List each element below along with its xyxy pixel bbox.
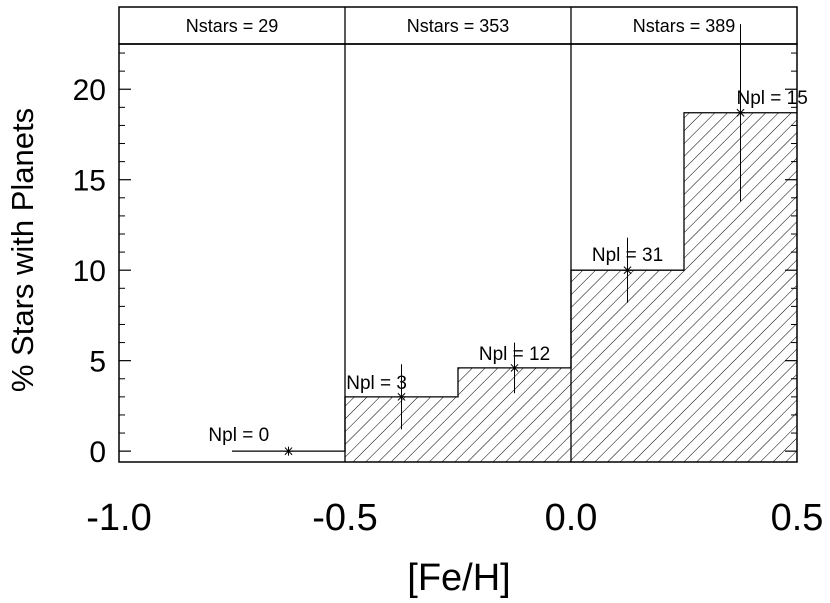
panel-header-label-0: Nstars = 29	[186, 16, 279, 36]
x-tick-label-3: 0.5	[771, 497, 824, 539]
bar-label-4: Npl = 15	[736, 88, 807, 109]
y-tick-label-3: 15	[73, 165, 106, 198]
data-point-3	[623, 265, 632, 275]
histogram-bins	[232, 112, 797, 462]
error-bar-1	[397, 364, 406, 430]
header-border	[118, 6, 798, 45]
panel-header-label-1: Nstars = 353	[407, 16, 510, 36]
x-axis-label: [Fe/H]	[407, 557, 510, 599]
axis-ticks: 0 5 10 15 20 -1.0 -0.5 0.0 0.5	[73, 52, 824, 539]
error-bar-2	[510, 342, 519, 394]
bar-label-3: Npl = 31	[592, 245, 663, 266]
error-bar-4	[736, 24, 745, 202]
error-bar-0	[284, 446, 293, 456]
data-point-0	[284, 446, 293, 456]
error-bars	[284, 24, 745, 456]
panel-header: Nstars = 29 Nstars = 353 Nstars = 389	[186, 16, 736, 36]
y-tick-label-2: 10	[73, 255, 106, 288]
bar-label-0: Npl = 0	[208, 425, 269, 446]
data-point-2	[510, 363, 519, 373]
x-tick-label-1: -0.5	[312, 497, 377, 539]
bar-label-2: Npl = 12	[479, 344, 550, 365]
bar-labels: Npl = 0 Npl = 3 Npl = 12 Npl = 31 Npl = 15	[208, 88, 807, 446]
error-bar-3	[623, 237, 632, 303]
y-axis-label: % Stars with Planets	[5, 108, 40, 392]
panel-header-label-2: Nstars = 389	[633, 16, 736, 36]
data-point-4	[736, 108, 745, 118]
x-tick-label-2: 0.0	[545, 497, 598, 539]
y-tick-label-1: 5	[89, 346, 106, 379]
x-tick-label-0: -1.0	[86, 497, 151, 539]
y-tick-label-4: 20	[73, 74, 106, 107]
plot-frame	[118, 6, 798, 463]
bar-label-1: Npl = 3	[346, 373, 407, 394]
y-tick-label-0: 0	[89, 436, 106, 469]
data-point-1	[397, 392, 406, 402]
